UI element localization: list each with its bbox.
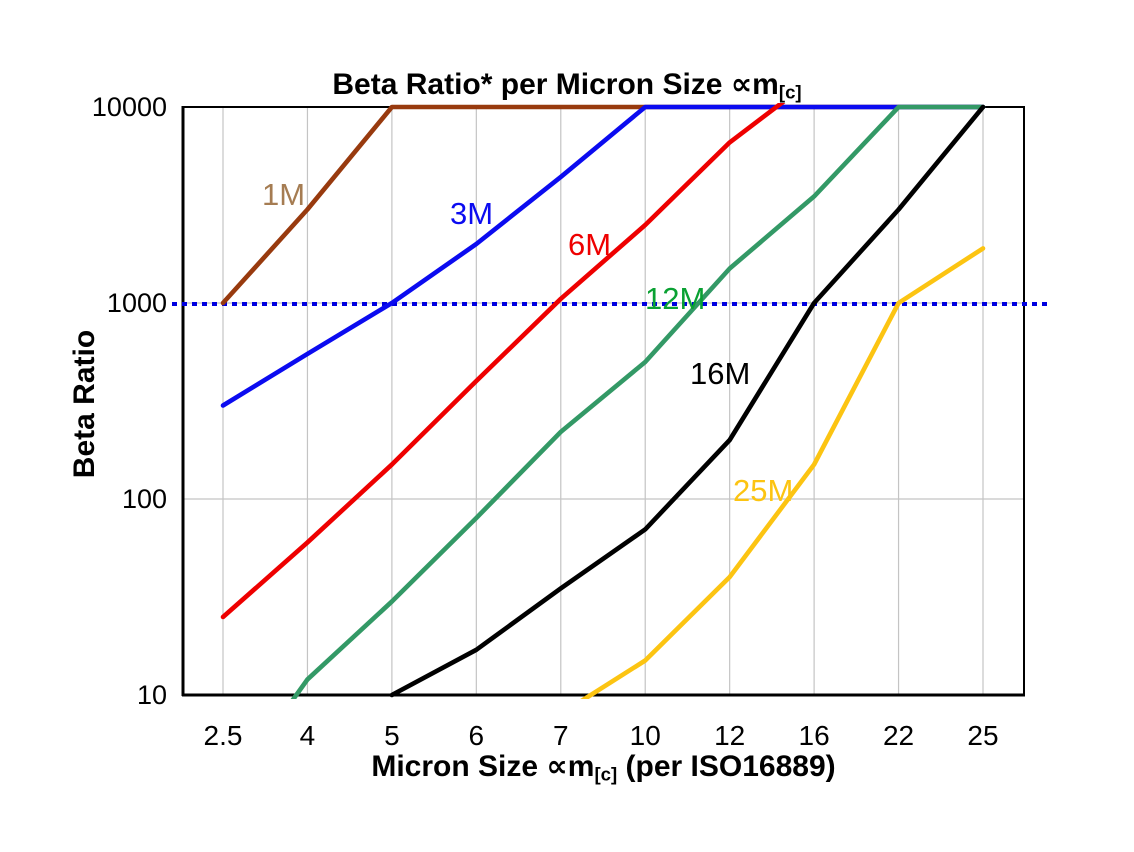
series-label-16M: 16M <box>690 356 750 391</box>
x-tick-label-7: 7 <box>553 720 569 751</box>
x-axis-title-symbol: ∝m <box>546 750 595 783</box>
series-label-3M: 3M <box>450 196 493 231</box>
series-line-3M <box>220 104 986 408</box>
series-line-25M <box>580 246 986 699</box>
series-label-25M: 25M <box>733 473 793 508</box>
x-tick-label-10: 10 <box>630 720 661 751</box>
x-tick-label-4: 4 <box>300 720 316 751</box>
x-tick-label-12: 12 <box>714 720 745 751</box>
chart-title-subscript: [c] <box>778 81 802 103</box>
x-tick-label-6: 6 <box>469 720 485 751</box>
series-line-16M <box>389 104 986 698</box>
x-axis-title: Micron Size ∝m[c] (per ISO16889) <box>183 749 1024 786</box>
chart-title: Beta Ratio* per Micron Size ∝m[c] <box>0 67 1134 104</box>
chart-title-symbol: ∝m <box>730 68 779 101</box>
x-axis-title-subscript: [c] <box>594 763 618 785</box>
y-tick-label-10000: 10000 <box>92 92 167 122</box>
x-axis-title-suffix: (per ISO16889) <box>617 750 836 783</box>
series-line-6M <box>220 103 786 620</box>
x-tick-label-16: 16 <box>799 720 830 751</box>
x-tick-label-22: 22 <box>883 720 914 751</box>
x-tick-label-2.5: 2.5 <box>204 720 243 751</box>
series-label-1M: 1M <box>262 177 305 212</box>
x-axis-title-text: Micron Size <box>371 750 547 783</box>
chart-title-text: Beta Ratio* per Micron Size <box>332 68 731 101</box>
series-label-6M: 6M <box>568 227 611 262</box>
y-axis-title: Beta Ratio <box>68 329 101 479</box>
x-tick-label-5: 5 <box>384 720 400 751</box>
series-label-12M: 12M <box>645 281 705 316</box>
x-tick-label-25: 25 <box>967 720 998 751</box>
series-line-12M <box>290 104 986 699</box>
y-tick-label-100: 100 <box>122 484 167 514</box>
y-tick-label-10: 10 <box>137 680 167 710</box>
plot-border <box>182 106 1025 696</box>
y-tick-label-1000: 1000 <box>107 288 167 318</box>
